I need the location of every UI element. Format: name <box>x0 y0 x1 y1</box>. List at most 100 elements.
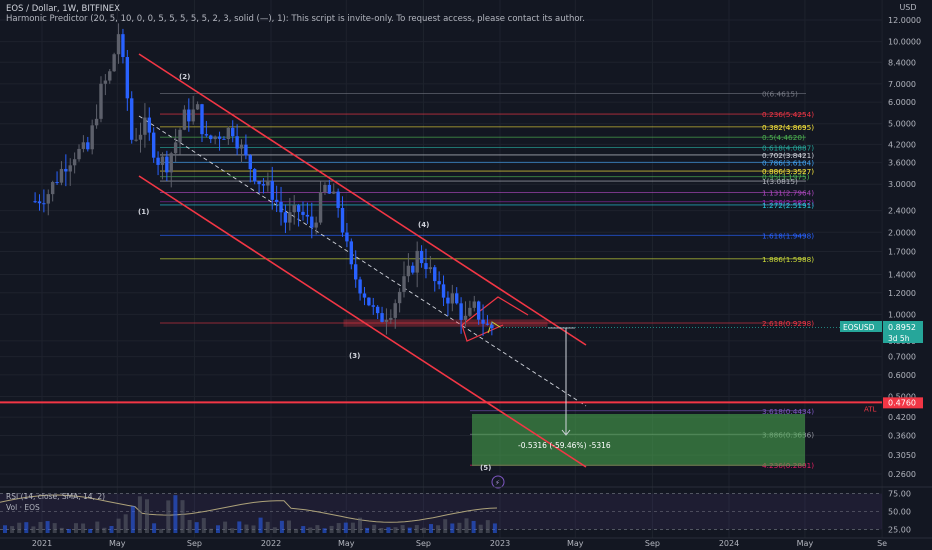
time-tick-label: May <box>797 539 814 548</box>
volume-bar <box>66 528 71 533</box>
symbol-tag-bg <box>840 321 882 332</box>
rsi-tick-label: 25.00 <box>888 525 911 534</box>
volume-bar <box>130 506 135 533</box>
volume-bar <box>95 521 100 533</box>
wave-label: (2) <box>179 73 190 81</box>
volume-bar <box>3 525 7 533</box>
volume-bar <box>350 522 355 533</box>
wedge-upper <box>461 296 529 326</box>
price-tick-label: 12.0000 <box>888 16 921 25</box>
volume-bar <box>10 526 15 533</box>
candle-body <box>389 317 393 320</box>
fib-label: 0.236(5.4254) <box>762 110 814 119</box>
price-tick-label: 10.0000 <box>888 38 921 47</box>
lightning-icon <box>491 475 505 489</box>
volume-bar <box>102 527 107 533</box>
volume-bar <box>237 521 242 533</box>
price-tick-label: 1.7000 <box>888 248 916 257</box>
countdown-label: 3d 5h <box>888 334 910 343</box>
wedge-lower <box>461 324 504 342</box>
candle-body <box>173 142 178 154</box>
volume-bar <box>379 528 384 533</box>
volume-bar <box>414 525 419 533</box>
price-tick-label: 1.2000 <box>888 289 916 298</box>
time-tick-label: May <box>338 539 355 548</box>
rsi-tick-label: 75.00 <box>888 490 911 499</box>
fib-label: 2.618(0.9298) <box>762 319 814 328</box>
price-tick-label: 4.2000 <box>888 140 916 149</box>
price-tick-label: 0.6000 <box>888 371 916 380</box>
volume-legend: Vol · EOS <box>6 503 40 512</box>
price-tick-label: 8.4000 <box>888 58 916 67</box>
measure-label: -0.5316 (-59.46%) -5316 <box>518 441 611 450</box>
descending-channel <box>138 53 587 468</box>
candle-body <box>244 144 248 156</box>
volume-bar <box>322 528 327 533</box>
volume-bar <box>443 519 448 533</box>
volume-bar <box>386 527 391 533</box>
candle-body <box>235 136 239 149</box>
volume-bar <box>223 521 228 533</box>
candle-body <box>125 57 130 99</box>
fib-label: 0.5(4.4620) <box>762 133 805 142</box>
wave-label: (4) <box>418 221 429 229</box>
candle-body <box>441 284 446 298</box>
wave-label: (3) <box>349 352 360 360</box>
channel-upper-line <box>138 53 587 346</box>
candle-body <box>332 191 336 194</box>
volume-bar <box>358 517 362 533</box>
candle-body <box>50 182 55 195</box>
price-axis-panel <box>882 0 932 538</box>
candle-body <box>178 129 182 143</box>
time-tick-label: 2022 <box>261 539 281 548</box>
candle-body <box>433 267 437 282</box>
candle-body <box>108 71 112 81</box>
price-tick-label: 3.6000 <box>888 159 916 168</box>
fib-label: 1.131(2.7964) <box>762 189 814 198</box>
price-tick-label: 1.0000 <box>888 310 916 319</box>
candle-body <box>481 319 485 324</box>
candle-body <box>358 279 362 294</box>
volume-bar <box>45 521 50 533</box>
candle-body <box>419 250 424 264</box>
candle-body <box>112 54 116 72</box>
candle-body <box>261 184 266 186</box>
volume-bar <box>244 524 249 533</box>
volume-bar <box>24 522 29 533</box>
fib-label: 0.786(3.6104) <box>762 158 814 167</box>
candle-body <box>349 241 354 265</box>
candle-body <box>42 203 46 205</box>
wave-label: (1) <box>138 208 149 216</box>
price-tick-label: 2.0000 <box>888 228 916 237</box>
volume-bar <box>59 527 64 533</box>
volume-bar <box>194 522 199 533</box>
volume-bar <box>74 523 78 533</box>
volume-bar <box>17 522 22 533</box>
volume-bar <box>343 522 348 533</box>
price-tick-label: 1.4000 <box>888 271 916 280</box>
fib-label: 0.618(4.0887) <box>762 144 814 153</box>
candle-body <box>147 117 151 133</box>
indicator-legend: Harmonic Predictor (20, 5, 10, 0, 0, 5, … <box>6 14 585 24</box>
fib-label: 0.95(3.1975) <box>762 173 810 182</box>
candle-body <box>266 180 270 186</box>
volume-bar <box>485 520 490 533</box>
candle-body <box>209 135 213 140</box>
volume-bar <box>407 527 412 533</box>
volume-bar <box>109 525 114 533</box>
candle-body <box>121 34 125 58</box>
volume-bar <box>265 521 270 533</box>
fib-label: 1.886(1.5988) <box>762 255 814 264</box>
volume-bar <box>464 518 469 533</box>
symbol-title: EOS / Dollar, 1W, BITFINEX <box>6 4 120 14</box>
volume-bar <box>308 527 313 533</box>
candle-body <box>33 201 37 203</box>
candle-body <box>393 303 397 318</box>
fib-label: 0.702(3.8421) <box>762 151 814 160</box>
volume-bar <box>450 523 455 533</box>
volume-bar <box>251 525 256 533</box>
candle-body <box>169 153 173 173</box>
volume-bar <box>173 495 178 533</box>
